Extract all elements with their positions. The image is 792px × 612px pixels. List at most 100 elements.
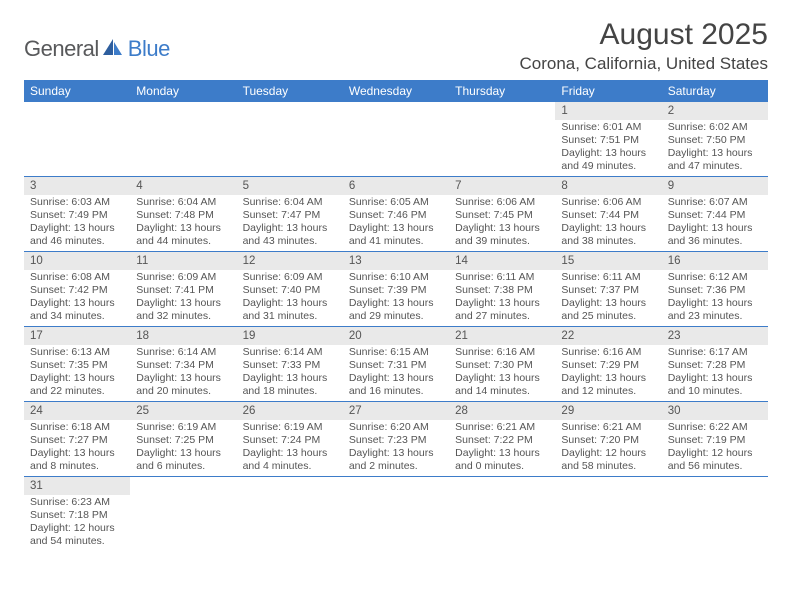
day-cell: 21Sunrise: 6:16 AMSunset: 7:30 PMDayligh… <box>449 327 555 401</box>
day-info: Sunrise: 6:22 AMSunset: 7:19 PMDaylight:… <box>662 420 768 476</box>
day-cell: 24Sunrise: 6:18 AMSunset: 7:27 PMDayligh… <box>24 402 130 476</box>
weeks-container: 1Sunrise: 6:01 AMSunset: 7:51 PMDaylight… <box>24 102 768 551</box>
dow-monday: Monday <box>130 80 236 102</box>
empty-cell <box>555 477 661 551</box>
day-number: 23 <box>662 327 768 345</box>
day-cell: 3Sunrise: 6:03 AMSunset: 7:49 PMDaylight… <box>24 177 130 251</box>
day-cell: 18Sunrise: 6:14 AMSunset: 7:34 PMDayligh… <box>130 327 236 401</box>
location: Corona, California, United States <box>519 54 768 74</box>
day-cell: 10Sunrise: 6:08 AMSunset: 7:42 PMDayligh… <box>24 252 130 326</box>
empty-cell <box>343 102 449 176</box>
day-number: 26 <box>237 402 343 420</box>
day-info: Sunrise: 6:12 AMSunset: 7:36 PMDaylight:… <box>662 270 768 326</box>
dow-friday: Friday <box>555 80 661 102</box>
dow-sunday: Sunday <box>24 80 130 102</box>
day-cell: 2Sunrise: 6:02 AMSunset: 7:50 PMDaylight… <box>662 102 768 176</box>
week-row: 1Sunrise: 6:01 AMSunset: 7:51 PMDaylight… <box>24 102 768 177</box>
day-info: Sunrise: 6:01 AMSunset: 7:51 PMDaylight:… <box>555 120 661 176</box>
day-number: 20 <box>343 327 449 345</box>
day-info: Sunrise: 6:05 AMSunset: 7:46 PMDaylight:… <box>343 195 449 251</box>
header: General Blue August 2025 Corona, Califor… <box>24 18 768 74</box>
day-cell: 22Sunrise: 6:16 AMSunset: 7:29 PMDayligh… <box>555 327 661 401</box>
day-info: Sunrise: 6:09 AMSunset: 7:40 PMDaylight:… <box>237 270 343 326</box>
day-info: Sunrise: 6:09 AMSunset: 7:41 PMDaylight:… <box>130 270 236 326</box>
day-cell: 6Sunrise: 6:05 AMSunset: 7:46 PMDaylight… <box>343 177 449 251</box>
day-number: 18 <box>130 327 236 345</box>
day-cell: 16Sunrise: 6:12 AMSunset: 7:36 PMDayligh… <box>662 252 768 326</box>
day-number: 31 <box>24 477 130 495</box>
logo-text-general: General <box>24 36 99 62</box>
day-info: Sunrise: 6:17 AMSunset: 7:28 PMDaylight:… <box>662 345 768 401</box>
day-number: 27 <box>343 402 449 420</box>
day-info: Sunrise: 6:06 AMSunset: 7:44 PMDaylight:… <box>555 195 661 251</box>
day-cell: 23Sunrise: 6:17 AMSunset: 7:28 PMDayligh… <box>662 327 768 401</box>
day-info: Sunrise: 6:04 AMSunset: 7:47 PMDaylight:… <box>237 195 343 251</box>
day-number: 9 <box>662 177 768 195</box>
day-number: 12 <box>237 252 343 270</box>
day-info: Sunrise: 6:23 AMSunset: 7:18 PMDaylight:… <box>24 495 130 551</box>
day-info: Sunrise: 6:03 AMSunset: 7:49 PMDaylight:… <box>24 195 130 251</box>
day-info: Sunrise: 6:14 AMSunset: 7:34 PMDaylight:… <box>130 345 236 401</box>
day-info: Sunrise: 6:10 AMSunset: 7:39 PMDaylight:… <box>343 270 449 326</box>
day-cell: 1Sunrise: 6:01 AMSunset: 7:51 PMDaylight… <box>555 102 661 176</box>
day-number: 30 <box>662 402 768 420</box>
day-cell: 4Sunrise: 6:04 AMSunset: 7:48 PMDaylight… <box>130 177 236 251</box>
day-info: Sunrise: 6:16 AMSunset: 7:29 PMDaylight:… <box>555 345 661 401</box>
day-number: 15 <box>555 252 661 270</box>
day-number: 13 <box>343 252 449 270</box>
day-info: Sunrise: 6:15 AMSunset: 7:31 PMDaylight:… <box>343 345 449 401</box>
day-info: Sunrise: 6:02 AMSunset: 7:50 PMDaylight:… <box>662 120 768 176</box>
day-number: 8 <box>555 177 661 195</box>
day-number: 4 <box>130 177 236 195</box>
day-cell: 8Sunrise: 6:06 AMSunset: 7:44 PMDaylight… <box>555 177 661 251</box>
day-cell: 27Sunrise: 6:20 AMSunset: 7:23 PMDayligh… <box>343 402 449 476</box>
day-number: 11 <box>130 252 236 270</box>
empty-cell <box>662 477 768 551</box>
week-row: 3Sunrise: 6:03 AMSunset: 7:49 PMDaylight… <box>24 177 768 252</box>
day-info: Sunrise: 6:20 AMSunset: 7:23 PMDaylight:… <box>343 420 449 476</box>
day-cell: 20Sunrise: 6:15 AMSunset: 7:31 PMDayligh… <box>343 327 449 401</box>
day-info: Sunrise: 6:21 AMSunset: 7:22 PMDaylight:… <box>449 420 555 476</box>
title-block: August 2025 Corona, California, United S… <box>519 18 768 74</box>
day-info: Sunrise: 6:18 AMSunset: 7:27 PMDaylight:… <box>24 420 130 476</box>
day-info: Sunrise: 6:13 AMSunset: 7:35 PMDaylight:… <box>24 345 130 401</box>
day-number: 25 <box>130 402 236 420</box>
day-cell: 26Sunrise: 6:19 AMSunset: 7:24 PMDayligh… <box>237 402 343 476</box>
day-info: Sunrise: 6:14 AMSunset: 7:33 PMDaylight:… <box>237 345 343 401</box>
day-cell: 28Sunrise: 6:21 AMSunset: 7:22 PMDayligh… <box>449 402 555 476</box>
day-cell: 25Sunrise: 6:19 AMSunset: 7:25 PMDayligh… <box>130 402 236 476</box>
month-title: August 2025 <box>519 18 768 52</box>
day-cell: 15Sunrise: 6:11 AMSunset: 7:37 PMDayligh… <box>555 252 661 326</box>
day-number: 21 <box>449 327 555 345</box>
day-number: 6 <box>343 177 449 195</box>
week-row: 10Sunrise: 6:08 AMSunset: 7:42 PMDayligh… <box>24 252 768 327</box>
day-info: Sunrise: 6:04 AMSunset: 7:48 PMDaylight:… <box>130 195 236 251</box>
day-cell: 19Sunrise: 6:14 AMSunset: 7:33 PMDayligh… <box>237 327 343 401</box>
day-number: 14 <box>449 252 555 270</box>
calendar: SundayMondayTuesdayWednesdayThursdayFrid… <box>24 80 768 551</box>
empty-cell <box>237 102 343 176</box>
week-row: 24Sunrise: 6:18 AMSunset: 7:27 PMDayligh… <box>24 402 768 477</box>
day-number: 2 <box>662 102 768 120</box>
day-of-week-row: SundayMondayTuesdayWednesdayThursdayFrid… <box>24 80 768 102</box>
day-info: Sunrise: 6:16 AMSunset: 7:30 PMDaylight:… <box>449 345 555 401</box>
dow-thursday: Thursday <box>449 80 555 102</box>
day-number: 3 <box>24 177 130 195</box>
empty-cell <box>24 102 130 176</box>
day-info: Sunrise: 6:06 AMSunset: 7:45 PMDaylight:… <box>449 195 555 251</box>
logo: General Blue <box>24 36 170 62</box>
empty-cell <box>449 102 555 176</box>
day-number: 24 <box>24 402 130 420</box>
day-cell: 29Sunrise: 6:21 AMSunset: 7:20 PMDayligh… <box>555 402 661 476</box>
week-row: 17Sunrise: 6:13 AMSunset: 7:35 PMDayligh… <box>24 327 768 402</box>
empty-cell <box>130 102 236 176</box>
dow-tuesday: Tuesday <box>237 80 343 102</box>
day-info: Sunrise: 6:11 AMSunset: 7:37 PMDaylight:… <box>555 270 661 326</box>
day-number: 16 <box>662 252 768 270</box>
empty-cell <box>237 477 343 551</box>
day-info: Sunrise: 6:19 AMSunset: 7:25 PMDaylight:… <box>130 420 236 476</box>
empty-cell <box>130 477 236 551</box>
day-cell: 13Sunrise: 6:10 AMSunset: 7:39 PMDayligh… <box>343 252 449 326</box>
dow-wednesday: Wednesday <box>343 80 449 102</box>
day-info: Sunrise: 6:07 AMSunset: 7:44 PMDaylight:… <box>662 195 768 251</box>
